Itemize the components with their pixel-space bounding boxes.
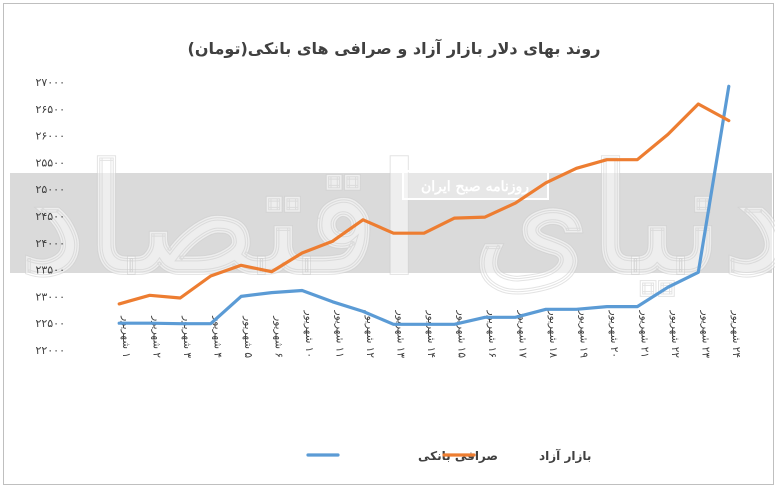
y-tick-label: ۲۳۰۰۰ [35,290,65,303]
x-tick-label: ۱۳ شهریور [395,310,407,359]
watermark-logo-text: دنیای اقتصاد [19,132,775,308]
x-tick-label: ۲۲ شهریور [669,310,681,359]
y-tick-label: ۲۴۰۰۰ [35,237,65,250]
series-line-2 [117,102,731,306]
x-tick-label: ۳ شهریور [181,315,193,358]
y-tick-label: ۲۵۵۰۰ [35,156,65,169]
x-tick-label: ۲۳ شهریور [699,310,711,359]
y-tick-label: ۲۲۵۰۰ [35,317,65,330]
y-tick-label: ۲۲۰۰۰ [35,344,65,357]
legend: صرافی بانکی بازار آزاد [306,448,591,463]
y-tick-label: ۲۶۵۰۰ [35,103,65,116]
y-tick-label: ۲۳۵۰۰ [35,264,65,277]
y-tick-label: ۲۵۰۰۰ [35,183,65,196]
series-lines [117,84,731,326]
x-tick-label: ۱۴ شهریور [425,310,437,358]
chart-title: روند بهای دلار بازار آزاد و صرافی های با… [188,38,601,58]
x-tick-label: ۴ شهریور [212,315,224,358]
x-tick-label: ۱ شهریور [120,315,132,358]
x-tick-label: ۶ شهریور [273,315,285,358]
x-tick-label: ۵ شهریور [242,315,254,358]
y-tick-label: ۲۷۰۰۰ [35,76,65,89]
series-line-1 [117,84,731,326]
x-tick-label: ۲۰ شهریور [608,310,620,358]
watermark: دنیای اقتصاد روزنامه صبح ایران [10,132,775,309]
x-tick-label: ۱۲ شهریور [364,310,376,359]
legend-label: بازار آزاد [539,448,591,463]
x-tick-label: ۱۸ شهریور [547,310,559,359]
x-tick-label: ۱۵ شهریور [455,310,467,359]
x-tick-label: ۱۱ شهریور [334,310,346,358]
chart-frame: روند بهای دلار بازار آزاد و صرافی های با… [3,3,775,485]
watermark-badge [402,170,549,200]
x-tick-label: ۱۶ شهریور [486,310,498,358]
x-tick-label: ۱۰ شهریور [303,310,315,358]
x-axis-tick-labels: ۱ شهریور ۲ شهریور ۳ شهریور ۴ شهریور ۵ شهریور… [120,310,742,359]
y-axis-tick-labels: ۲۲۰۰۰ ۲۲۵۰۰ ۲۳۰۰۰ ۲۳۵۰۰ ۲۴۰۰۰ ۲۴۵۰۰ ۲۵۰۰۰ ۲۵۵۰۰… [35,76,65,357]
watermark-badge-text: روزنامه صبح ایران [421,179,529,195]
x-tick-label: ۱۷ شهریور [516,310,528,359]
x-tick-label: ۱۹ شهریور [577,310,589,359]
y-tick-label: ۲۴۵۰۰ [35,210,65,223]
x-tick-label: ۲ شهریور [151,315,163,358]
x-tick-label: ۲۴ شهریور [730,310,742,358]
y-tick-label: ۲۶۰۰۰ [35,130,65,143]
watermark-band [10,173,772,273]
chart: روند بهای دلار بازار آزاد و صرافی های با… [10,38,775,463]
x-tick-label: ۲۱ شهریور [638,310,650,358]
